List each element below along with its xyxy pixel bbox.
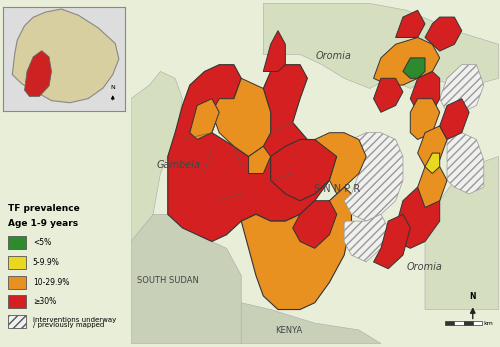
Bar <box>8 256 26 269</box>
Text: ≥30%: ≥30% <box>33 297 56 306</box>
Polygon shape <box>212 78 270 156</box>
Bar <box>8 276 26 289</box>
Polygon shape <box>168 65 337 242</box>
Text: Oromia: Oromia <box>315 51 351 61</box>
Polygon shape <box>131 214 241 344</box>
Polygon shape <box>337 133 403 221</box>
Polygon shape <box>374 78 403 112</box>
Text: <5%: <5% <box>33 238 51 247</box>
Polygon shape <box>12 9 119 103</box>
Polygon shape <box>425 17 462 51</box>
Polygon shape <box>344 214 388 262</box>
Polygon shape <box>440 65 484 112</box>
Polygon shape <box>447 133 484 194</box>
Polygon shape <box>241 187 352 310</box>
Polygon shape <box>374 214 410 269</box>
Text: 5-9.9%: 5-9.9% <box>33 258 60 267</box>
Polygon shape <box>248 146 270 174</box>
Polygon shape <box>131 71 182 242</box>
Text: Oromia: Oromia <box>407 262 443 272</box>
Text: KENYA: KENYA <box>276 326 302 335</box>
Text: 10-29.9%: 10-29.9% <box>33 278 69 287</box>
Text: km: km <box>484 321 494 325</box>
Text: Gambela: Gambela <box>157 160 201 170</box>
Polygon shape <box>264 31 285 71</box>
Polygon shape <box>418 126 447 167</box>
Polygon shape <box>403 58 425 78</box>
Text: N: N <box>110 85 115 90</box>
Text: / previously mapped: / previously mapped <box>33 322 104 328</box>
Bar <box>473 321 482 325</box>
Polygon shape <box>315 133 366 194</box>
Polygon shape <box>425 153 440 174</box>
Text: S N N P R: S N N P R <box>314 184 360 194</box>
Polygon shape <box>425 156 498 310</box>
Text: N: N <box>470 292 476 301</box>
Polygon shape <box>241 303 381 344</box>
Bar <box>445 321 454 325</box>
Polygon shape <box>270 139 337 201</box>
Text: SOUTH SUDAN: SOUTH SUDAN <box>137 276 198 285</box>
Polygon shape <box>396 180 440 248</box>
Polygon shape <box>24 51 52 96</box>
Polygon shape <box>292 201 337 248</box>
Bar <box>454 321 464 325</box>
Bar <box>8 236 26 249</box>
Bar <box>464 321 473 325</box>
Polygon shape <box>410 99 440 139</box>
Text: Age 1-9 years: Age 1-9 years <box>8 219 78 228</box>
Text: TF prevalence: TF prevalence <box>8 204 80 213</box>
Text: Interventions underway: Interventions underway <box>33 316 116 322</box>
Polygon shape <box>264 3 498 88</box>
Polygon shape <box>374 37 440 85</box>
Polygon shape <box>440 99 469 139</box>
Polygon shape <box>410 71 440 112</box>
Polygon shape <box>418 167 447 208</box>
Polygon shape <box>396 10 425 37</box>
Bar <box>8 315 26 328</box>
Polygon shape <box>190 99 219 139</box>
Bar <box>8 295 26 308</box>
